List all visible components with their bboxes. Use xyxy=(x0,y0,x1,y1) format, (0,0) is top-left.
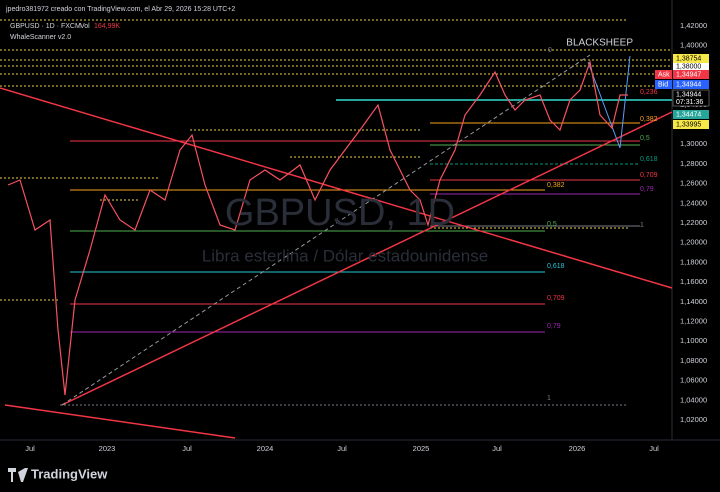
fib-label: 1 xyxy=(547,395,551,402)
tag-high: 1,38754 xyxy=(676,55,701,62)
tag-bg xyxy=(673,110,709,119)
fib-label: 0,382 xyxy=(640,116,658,123)
fib-label: 0,709 xyxy=(547,295,565,302)
tag1: 1,34474 xyxy=(676,111,701,118)
price-label: 1,42000 xyxy=(680,21,707,30)
price-label: 1,24000 xyxy=(680,198,707,207)
time-label: 2026 xyxy=(569,444,586,453)
fib-label: 0,5 xyxy=(547,221,557,228)
fib-label: 0,618 xyxy=(547,263,565,270)
price-label: 1,06000 xyxy=(680,376,707,385)
ask-label: Ask xyxy=(658,71,670,78)
price-path xyxy=(7,59,628,396)
time-label: Jul xyxy=(492,444,502,453)
attribution: jpedro381972 creado con TradingView.com,… xyxy=(5,6,235,13)
trend-line xyxy=(4,404,236,439)
price-label: 1,14000 xyxy=(680,297,707,306)
price-label: 1,22000 xyxy=(680,218,707,227)
fib-label: 0,79 xyxy=(640,186,654,193)
time-axis: Jul 2023 Jul 2024 Jul 2025 Jul 2026 Jul xyxy=(25,444,659,453)
time-label: 2023 xyxy=(99,444,116,453)
bid: 1,34944 xyxy=(676,81,701,88)
time-label: 2025 xyxy=(413,444,430,453)
price-label: 1,26000 xyxy=(680,179,707,188)
watermark-name: Libra esterlina / Dólar estadounidense xyxy=(202,246,488,265)
tag-bg xyxy=(655,80,672,89)
tag-bg xyxy=(673,70,709,79)
price-label: 1,16000 xyxy=(680,277,707,286)
pattern xyxy=(587,55,631,149)
price-label: 1,02000 xyxy=(680,415,707,424)
price-label: 1,28000 xyxy=(680,159,707,168)
fib-label: 1 xyxy=(640,222,644,229)
price-label: 1,30000 xyxy=(680,139,707,148)
fib-label: 0,79 xyxy=(547,323,561,330)
watermark-symbol: GBPUSD, 1D xyxy=(225,192,455,234)
fib-lower-labels: 0,382 0,5 0,618 0,709 0,79 1 xyxy=(547,182,565,402)
tag-bg xyxy=(672,89,710,107)
tag-bg xyxy=(673,120,709,129)
tag-bg xyxy=(673,54,709,63)
brand-label: BLACKSHEEP xyxy=(566,38,633,49)
price-label: 1,40000 xyxy=(680,41,707,50)
time-label: Jul xyxy=(337,444,347,453)
price-label: 1,20000 xyxy=(680,238,707,247)
tag-bg xyxy=(673,63,709,70)
countdown: 07:31:36 xyxy=(676,99,703,106)
price-tags: 1,38754 1,38000 Ask 1,34947 Bid 1,34944 … xyxy=(655,54,710,129)
price-label: 1,08000 xyxy=(680,356,707,365)
price-label: 1,12000 xyxy=(680,316,707,325)
vol-label: Vol xyxy=(80,23,90,30)
logo-icon xyxy=(8,468,28,482)
time-label: Jul xyxy=(182,444,192,453)
indicator: WhaleScanner v2.0 xyxy=(10,34,71,41)
trend-line xyxy=(0,87,673,289)
fib-label: 0 xyxy=(548,47,552,54)
fib-upper-labels: 0 0,236 0,382 0,5 0,618 0,709 0,79 1 xyxy=(548,47,658,229)
ask: 1,34947 xyxy=(676,71,701,78)
logo: TradingView xyxy=(31,466,108,481)
price-label: 1,18000 xyxy=(680,257,707,266)
price-label: 1,04000 xyxy=(680,395,707,404)
tag-bg xyxy=(655,70,672,79)
bid-label: Bid xyxy=(658,81,668,88)
levels xyxy=(0,19,672,301)
tag-bg xyxy=(673,80,709,89)
trend-line xyxy=(61,54,591,406)
fib-label: 0,5 xyxy=(640,135,650,142)
time-label: Jul xyxy=(649,444,659,453)
tag-level: 1,38000 xyxy=(676,63,701,70)
fib-label: 0,709 xyxy=(640,172,658,179)
fib-label: 0,236 xyxy=(640,89,658,96)
footer: TradingView xyxy=(8,466,108,482)
trend-line xyxy=(61,111,673,406)
time-label: 2024 xyxy=(257,444,274,453)
symbol: GBPUSD · 1D · FXCM xyxy=(10,23,81,30)
vol-value: 164,99K xyxy=(94,23,120,30)
fib-label: 0,382 xyxy=(547,182,565,189)
time-label: Jul xyxy=(25,444,35,453)
fib-label: 0,618 xyxy=(640,156,658,163)
tag2: 1,33995 xyxy=(676,121,701,128)
last: 1,34944 xyxy=(676,91,701,98)
price-label: 1,10000 xyxy=(680,336,707,345)
